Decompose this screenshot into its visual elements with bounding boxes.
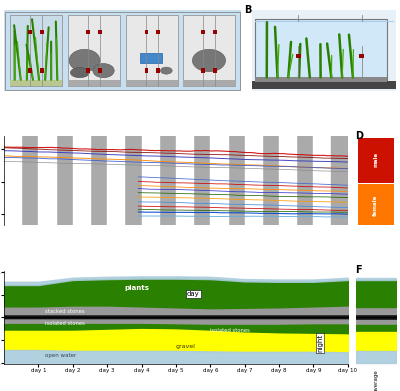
Text: isolated stones: isolated stones bbox=[210, 328, 250, 334]
Ellipse shape bbox=[160, 67, 172, 74]
Bar bbox=[28, 68, 32, 73]
Bar bbox=[73, 136, 90, 225]
Text: stacked stones: stacked stones bbox=[45, 309, 85, 314]
Bar bbox=[68, 80, 120, 86]
Bar bbox=[255, 77, 387, 82]
Bar bbox=[86, 30, 90, 34]
Bar bbox=[201, 68, 205, 73]
Bar bbox=[40, 68, 44, 73]
Bar bbox=[40, 30, 44, 34]
Bar bbox=[331, 136, 348, 225]
Bar bbox=[90, 136, 107, 225]
Bar bbox=[142, 136, 159, 225]
Bar bbox=[144, 68, 148, 73]
Bar bbox=[183, 80, 235, 86]
Text: female: female bbox=[373, 194, 378, 215]
Bar bbox=[124, 136, 142, 225]
Bar bbox=[159, 136, 176, 225]
Text: average: average bbox=[373, 369, 378, 391]
Bar bbox=[314, 136, 331, 225]
Bar bbox=[358, 185, 394, 225]
Bar bbox=[210, 136, 228, 225]
Bar bbox=[38, 136, 56, 225]
Ellipse shape bbox=[69, 49, 100, 72]
Bar bbox=[358, 138, 394, 183]
Bar bbox=[144, 30, 148, 34]
Bar bbox=[98, 68, 102, 73]
Text: F: F bbox=[356, 265, 362, 275]
Bar bbox=[213, 68, 216, 73]
Bar bbox=[68, 15, 120, 86]
Text: B: B bbox=[244, 5, 251, 15]
Ellipse shape bbox=[70, 68, 89, 78]
Bar bbox=[262, 136, 279, 225]
Bar bbox=[10, 80, 62, 86]
Text: open water: open water bbox=[45, 353, 76, 359]
Bar bbox=[28, 30, 32, 34]
Bar bbox=[10, 15, 62, 86]
Bar bbox=[359, 54, 364, 59]
Bar bbox=[279, 136, 296, 225]
Bar bbox=[213, 30, 216, 34]
Bar bbox=[201, 30, 205, 34]
Bar bbox=[183, 15, 235, 86]
Text: night: night bbox=[317, 334, 323, 352]
Bar bbox=[331, 136, 348, 225]
Bar bbox=[255, 19, 387, 82]
Bar bbox=[176, 136, 193, 225]
Bar bbox=[4, 136, 21, 225]
Bar bbox=[296, 54, 301, 59]
Text: plants: plants bbox=[124, 285, 149, 291]
Text: day: day bbox=[187, 291, 200, 297]
Text: male: male bbox=[373, 152, 378, 167]
Bar bbox=[126, 80, 178, 86]
Text: D: D bbox=[356, 131, 364, 141]
Bar bbox=[86, 68, 90, 73]
Bar bbox=[140, 54, 162, 63]
Bar bbox=[193, 136, 210, 225]
Text: gravel: gravel bbox=[176, 344, 196, 349]
Bar bbox=[98, 30, 102, 34]
Bar bbox=[245, 136, 262, 225]
Bar bbox=[228, 136, 245, 225]
Bar bbox=[296, 136, 314, 225]
Bar bbox=[126, 15, 178, 86]
Bar bbox=[21, 136, 38, 225]
Bar bbox=[156, 68, 160, 73]
Text: isolated stones: isolated stones bbox=[45, 321, 85, 326]
Ellipse shape bbox=[192, 49, 226, 72]
Bar bbox=[156, 30, 160, 34]
Ellipse shape bbox=[93, 63, 114, 78]
Bar bbox=[252, 81, 396, 89]
Bar bbox=[107, 136, 124, 225]
Bar bbox=[56, 136, 73, 225]
